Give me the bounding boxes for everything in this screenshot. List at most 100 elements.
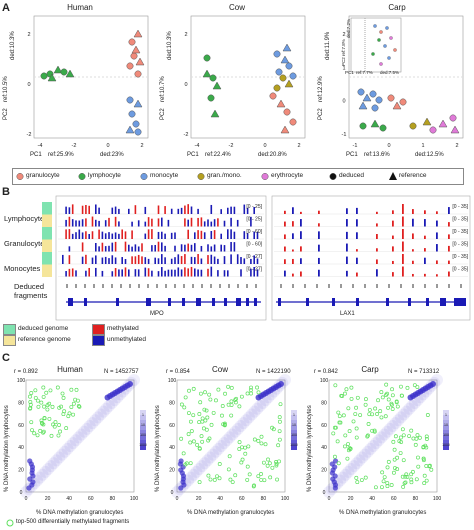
methylation-bar: [121, 229, 123, 239]
methylation-bar: [174, 232, 176, 239]
methylation-bar: [134, 269, 137, 277]
methylation-bar: [292, 233, 294, 239]
methylation-bar: [356, 232, 358, 239]
deduced-fragment: [412, 284, 414, 288]
methylation-bar: [157, 218, 160, 227]
dmf-point: [205, 415, 210, 420]
density-cell: [67, 437, 80, 450]
dmf-point: [392, 447, 397, 452]
dmf-point: [240, 445, 244, 450]
methylation-bar: [376, 223, 378, 227]
deduced-fragment: [340, 284, 342, 288]
methylation-bar: [91, 257, 94, 264]
density-cell: [336, 471, 349, 484]
methylation-bar: [194, 257, 196, 264]
methylation-bar: [65, 219, 67, 227]
dmf-point: [373, 406, 378, 411]
dmf-point: [275, 477, 280, 482]
pca-point: [280, 125, 290, 134]
density-cell: [104, 394, 111, 401]
range-label: [0 - 35]: [452, 217, 468, 223]
dmf-point: [208, 477, 213, 482]
dmf-point: [55, 385, 60, 390]
pca-human-plot: -4 -2 0 2 2 0 -2: [27, 15, 149, 149]
methylation-bar: [128, 208, 130, 214]
methylation-bar: [284, 246, 286, 252]
deduced-fragment: [120, 284, 122, 288]
y-tick-label: 20: [169, 468, 175, 474]
dmf-point: [47, 416, 52, 421]
dmf-point: [184, 461, 189, 466]
methylation-bar: [223, 245, 226, 252]
methylation-bar: [200, 230, 203, 239]
dmf-point: [270, 425, 275, 430]
dmf-point: [270, 465, 275, 470]
methylation-bar: [95, 219, 97, 227]
x-tick-label: -4: [38, 143, 43, 149]
methylation-bar: [412, 249, 414, 252]
density-cell: [33, 471, 46, 484]
colorbar-label: 1000: [290, 443, 298, 447]
colorbar-cell: [443, 415, 449, 420]
methylation-bar: [128, 269, 130, 277]
methylation-bar: [177, 208, 180, 214]
colorbar-cell: [443, 445, 449, 450]
dmf-point: [245, 477, 250, 482]
methylation-bar: [318, 269, 320, 277]
dmf-point: [349, 396, 354, 401]
x-tick-label: -4: [195, 143, 200, 149]
methylation-bar: [346, 256, 348, 264]
pca-point: [126, 62, 134, 70]
deduced-fragment: [352, 284, 354, 288]
y-tick-label: 60: [321, 423, 327, 429]
dmf-point: [223, 391, 228, 396]
methylation-bar: [81, 256, 84, 264]
dmf-point: [407, 434, 412, 438]
dmf-point: [228, 477, 233, 482]
dmf-point: [366, 422, 371, 426]
methylation-bar: [436, 244, 438, 252]
dmf-point: [62, 409, 67, 414]
methylation-bar: [376, 248, 378, 252]
methylation-bar: [104, 233, 107, 239]
colorbar-label: 100: [140, 433, 146, 437]
density-cell: [234, 419, 247, 432]
dmf-point: [391, 439, 396, 444]
dmf-point: [346, 448, 351, 453]
range-label: [0 - 25]: [246, 204, 262, 210]
x-tick-label: 2: [455, 143, 458, 149]
legend-monocyte: monocyte: [150, 172, 179, 179]
dmf-point: [381, 479, 386, 484]
dmf-point: [187, 388, 191, 393]
methylation-bar: [151, 218, 153, 227]
x-tick-label: 60: [88, 496, 94, 502]
dmf-point: [358, 413, 363, 417]
methylation-bar: [210, 204, 213, 214]
density-cell: [80, 422, 93, 435]
dmf-point: [220, 413, 224, 418]
dmf-point: [41, 429, 46, 434]
density-cell: [245, 408, 258, 421]
dmf-point: [340, 394, 345, 399]
density-cell: [350, 457, 363, 470]
density-cell: [361, 445, 374, 458]
density-cell: [69, 434, 82, 447]
pca-human-pc1-ded: ded:23%: [100, 152, 124, 158]
dmf-point: [410, 469, 415, 474]
dmf-point: [384, 382, 389, 387]
dmf-point: [336, 410, 341, 415]
dmf-point: [182, 405, 187, 410]
y-tick-label: 0: [184, 82, 187, 88]
methylation-bar: [356, 207, 358, 214]
browser-right-frame: [271, 195, 471, 321]
density-cell: [356, 451, 369, 464]
dmf-point: [363, 402, 368, 407]
dmf-point: [409, 428, 414, 433]
dmf-point: [29, 391, 34, 395]
methylation-bar: [424, 273, 426, 277]
dmf-point: [392, 457, 397, 462]
deduced-fragment: [237, 284, 239, 288]
y-tick-label: 0: [20, 490, 23, 496]
pca-human-pc2-ref: ref:10.5%: [3, 76, 9, 102]
exon: [196, 298, 201, 306]
